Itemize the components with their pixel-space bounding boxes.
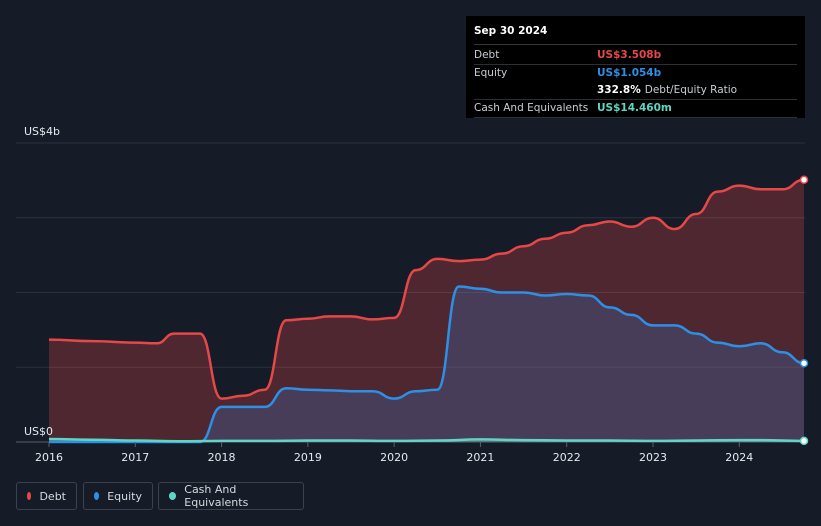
x-tick-label: 2020: [380, 451, 408, 464]
x-tick-label: 2017: [121, 451, 149, 464]
x-tick-label: 2018: [208, 451, 236, 464]
tooltip-ratio-label: Debt/Equity Ratio: [644, 84, 738, 96]
series-lines: [48, 178, 805, 444]
legend-debt-label: Debt: [39, 489, 66, 503]
debt-line: [48, 178, 805, 400]
equity-area: [49, 286, 804, 442]
cash-line: [48, 437, 805, 443]
tooltip-equity-label: Equity: [474, 67, 508, 79]
series-endpoints: [799, 175, 809, 446]
tooltip-row-ratio: 332.8% Debt/Equity Ratio: [474, 82, 797, 100]
tooltip-equity-value: US$1.054b: [597, 67, 662, 79]
y-axis-top-label: US$4b: [24, 125, 60, 138]
debt-dot-icon: [27, 492, 32, 500]
x-tick-label: 2022: [553, 451, 581, 464]
equity-dot-icon: [94, 492, 100, 500]
equity-line: [49, 285, 805, 444]
legend-equity-label: Equity: [107, 489, 142, 503]
legend-item-equity[interactable]: Equity: [83, 482, 153, 510]
tooltip-cash-label: Cash And Equivalents: [474, 102, 589, 114]
debt-endpoint: [799, 175, 809, 185]
legend-item-cash[interactable]: Cash And Equivalents: [158, 482, 304, 510]
legend-cash-label: Cash And Equivalents: [184, 483, 249, 509]
grid-lines: [16, 142, 805, 443]
legend-item-debt[interactable]: Debt: [16, 482, 77, 510]
tooltip-row-cash: Cash And Equivalents US$14.460m: [474, 100, 797, 118]
equity-endpoint: [799, 358, 809, 368]
y-axis-bottom-label: US$0: [24, 425, 53, 438]
debt-area: [49, 179, 804, 443]
tooltip-panel: Sep 30 2024 Debt US$3.508b Equity US$1.0…: [466, 16, 805, 118]
tooltip-debt-value: US$3.508b: [597, 49, 662, 61]
cash-dot-icon: [169, 492, 177, 500]
tooltip-date: Sep 30 2024: [474, 22, 797, 45]
x-tick-label: 2021: [466, 451, 494, 464]
tooltip-debt-label: Debt: [474, 49, 500, 61]
tooltip-row-equity: Equity US$1.054b: [474, 65, 797, 82]
cash-endpoint: [799, 436, 809, 446]
x-tick-label: 2023: [639, 451, 667, 464]
tooltip-row-debt: Debt US$3.508b: [474, 47, 797, 65]
x-tick-label: 2024: [725, 451, 753, 464]
x-axis-ticks: 2016 2017 2018 2019 2020 2021 2022 2023 2024: [35, 442, 753, 464]
series-areas: [49, 179, 804, 443]
tooltip-ratio-value: 332.8%: [597, 84, 641, 96]
tooltip-cash-value: US$14.460m: [597, 102, 672, 114]
x-tick-label: 2016: [35, 451, 63, 464]
x-tick-label: 2019: [294, 451, 322, 464]
